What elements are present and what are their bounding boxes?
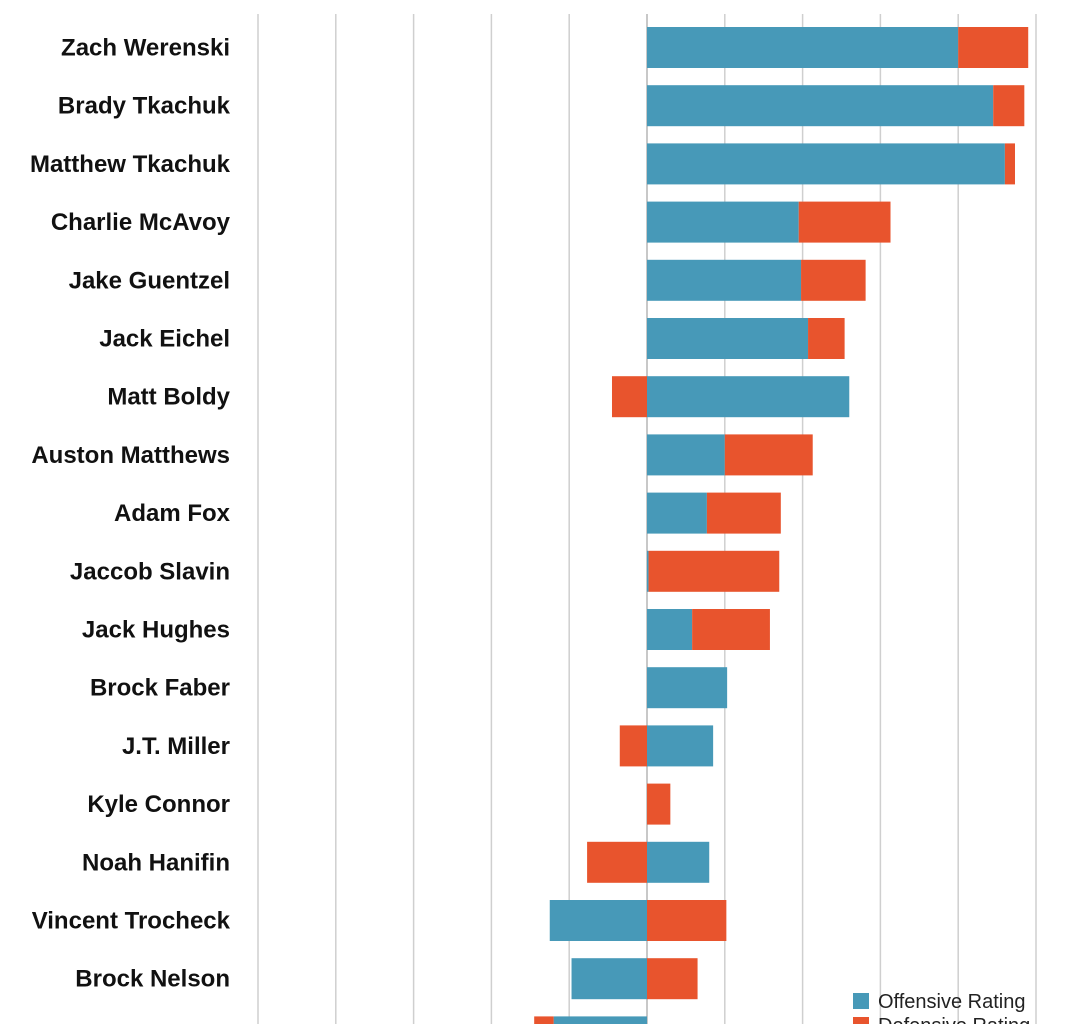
bar-defensive xyxy=(611,376,647,418)
bar-offensive xyxy=(647,841,710,883)
bars xyxy=(534,27,1029,1024)
player-label: Charlie McAvoy xyxy=(51,209,231,236)
player-label: Brock Faber xyxy=(90,675,230,702)
legend: Offensive Rating Defensive Rating xyxy=(853,991,1030,1024)
bar-defensive xyxy=(808,318,845,359)
player-label: Noah Hanifin xyxy=(82,849,230,876)
bar-defensive xyxy=(587,841,647,883)
bar-defensive xyxy=(619,725,647,767)
bar-defensive xyxy=(648,550,780,592)
player-label: Adam Fox xyxy=(114,500,231,527)
bar-offensive xyxy=(647,201,799,243)
bar-defensive xyxy=(724,434,813,476)
bar-offensive xyxy=(647,434,725,476)
bar-offensive xyxy=(647,725,714,767)
player-label: Jack Hughes xyxy=(82,617,230,644)
bar-defensive xyxy=(993,85,1025,127)
bar-defensive xyxy=(958,27,1029,68)
bar-offensive xyxy=(553,1016,647,1024)
player-label: Brady Tkachuk xyxy=(58,93,231,120)
player-label: Matthew Tkachuk xyxy=(30,151,231,178)
bar-offensive xyxy=(549,900,647,941)
bar-offensive xyxy=(647,667,728,709)
player-label: Jack Eichel xyxy=(99,326,230,353)
legend-label-offensive: Offensive Rating xyxy=(878,991,1026,1013)
bar-offensive xyxy=(647,85,994,127)
bar-defensive xyxy=(706,492,781,534)
player-label: Brock Nelson xyxy=(75,966,230,993)
bar-offensive xyxy=(647,143,1005,185)
bar-offensive xyxy=(647,27,959,68)
bar-defensive xyxy=(647,900,727,941)
player-label: Vincent Trocheck xyxy=(32,908,231,935)
bar-offensive xyxy=(647,609,693,650)
legend-swatch-defensive xyxy=(853,1017,869,1024)
player-label: Matt Boldy xyxy=(107,384,230,411)
bar-defensive xyxy=(647,783,671,825)
player-label: Jake Guentzel xyxy=(69,267,230,294)
bar-offensive xyxy=(647,492,707,534)
player-labels: Zach Werenski Brady Tkachuk Matthew Tkachu… xyxy=(30,35,231,1024)
player-label: Jaccob Slavin xyxy=(70,558,230,585)
legend-swatch-offensive xyxy=(853,993,869,1009)
bar-defensive xyxy=(647,958,698,1000)
bar-defensive xyxy=(534,1016,554,1024)
bar-defensive xyxy=(798,201,891,243)
bar-offensive xyxy=(571,958,647,1000)
bar-defensive xyxy=(692,609,770,650)
player-label: Auston Matthews xyxy=(31,442,230,469)
player-label: J.T. Miller xyxy=(122,733,230,760)
player-label: Zach Werenski xyxy=(61,35,230,62)
bar-defensive xyxy=(801,259,866,301)
bar-offensive xyxy=(647,259,802,301)
legend-label-defensive: Defensive Rating xyxy=(878,1015,1030,1024)
player-label: Kyle Connor xyxy=(87,791,230,818)
bar-offensive xyxy=(647,376,850,418)
bar-defensive xyxy=(1004,143,1015,185)
bar-offensive xyxy=(647,550,649,592)
bar-offensive xyxy=(647,318,809,359)
